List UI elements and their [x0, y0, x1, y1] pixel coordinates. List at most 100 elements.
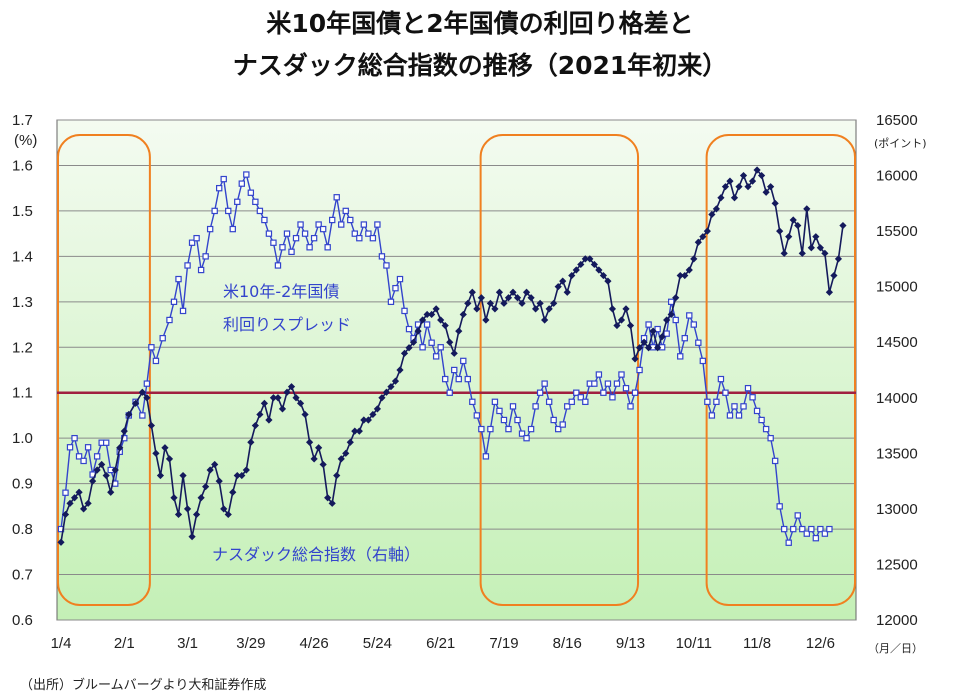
nasdaq-point	[414, 327, 422, 335]
nasdaq-point	[396, 366, 404, 374]
nasdaq-point	[744, 183, 752, 191]
nasdaq-point	[726, 177, 734, 185]
spread-point	[785, 539, 792, 546]
nasdaq-point	[685, 266, 693, 274]
nasdaq-point	[315, 444, 323, 452]
nasdaq-point	[378, 394, 386, 402]
nasdaq-point	[509, 288, 517, 296]
spread-point	[342, 207, 349, 215]
nasdaq-point	[278, 405, 287, 413]
left-tick-label: 1.7	[12, 112, 33, 129]
nasdaq-point	[563, 288, 571, 296]
nasdaq-point	[776, 227, 784, 235]
x-tick-label: 6/21	[426, 635, 455, 652]
spread-point	[600, 389, 607, 396]
nasdaq-point	[712, 205, 720, 213]
nasdaq-point	[708, 210, 716, 219]
spread-point	[238, 180, 245, 187]
nasdaq-point	[590, 260, 598, 269]
nasdaq-point	[613, 321, 621, 330]
nasdaq-point	[735, 183, 743, 191]
nasdaq-point	[739, 171, 748, 180]
right-tick-label: 16000	[876, 168, 918, 185]
spread-point	[609, 394, 616, 401]
spread-point	[554, 425, 562, 433]
nasdaq-point	[306, 438, 314, 446]
spread-point	[622, 384, 630, 392]
spread-point	[102, 439, 110, 446]
spread-point	[405, 325, 413, 333]
spread-point	[591, 380, 598, 387]
spread-point	[780, 525, 788, 533]
spread-point	[663, 330, 670, 337]
spread-point	[559, 421, 566, 428]
spread-point	[667, 298, 675, 306]
spread-point	[631, 389, 639, 396]
spread-point	[365, 230, 372, 237]
nasdaq-point	[730, 194, 739, 202]
nasdaq-point	[211, 460, 219, 469]
spread-point	[744, 384, 752, 392]
spread-point	[627, 403, 634, 410]
nasdaq-point	[794, 221, 802, 230]
nasdaq-point	[631, 355, 639, 363]
nasdaq-point	[382, 388, 391, 396]
spread-point	[573, 389, 580, 396]
nasdaq-point	[559, 277, 567, 285]
spread-point	[749, 394, 756, 401]
nasdaq-point	[120, 427, 128, 435]
spread-point	[442, 375, 449, 383]
spread-point	[568, 398, 575, 406]
nasdaq-point	[116, 444, 124, 452]
nasdaq-point	[500, 299, 508, 307]
spread-point	[432, 353, 440, 360]
spread-point	[188, 239, 196, 246]
spread-point	[396, 275, 404, 283]
nasdaq-point	[400, 349, 409, 357]
nasdaq-point	[93, 466, 101, 474]
spread-point	[383, 262, 390, 269]
spread-point	[523, 434, 530, 442]
nasdaq-point	[206, 466, 214, 474]
nasdaq-point	[672, 294, 680, 302]
spread-point	[496, 407, 503, 415]
nasdaq-point	[369, 410, 377, 419]
nasdaq-point	[342, 449, 350, 457]
spread-point	[491, 398, 499, 406]
nasdaq-point	[125, 410, 133, 419]
nasdaq-point	[635, 344, 644, 352]
nasdaq-point	[391, 377, 400, 385]
spread-point	[464, 375, 472, 383]
spread-point	[243, 171, 250, 178]
spread-point	[356, 234, 363, 242]
spread-series-label-line1: 米10年-2年国債	[223, 282, 339, 301]
nasdaq-point	[495, 288, 504, 296]
nasdaq-point	[183, 505, 192, 513]
nasdaq-point	[251, 421, 259, 430]
nasdaq-point	[283, 388, 291, 396]
nasdaq-point	[767, 183, 775, 191]
nasdaq-point	[522, 288, 531, 296]
spread-point	[532, 403, 539, 410]
spread-point	[505, 425, 512, 433]
nasdaq-point	[748, 177, 757, 185]
nasdaq-point	[825, 288, 833, 296]
spread-point	[518, 430, 526, 437]
spread-point	[713, 398, 720, 406]
right-axis-ticks: 16500 16000 15500 15000 14500 14000 13500 13000…	[876, 112, 918, 629]
spread-point	[62, 489, 69, 496]
nasdaq-point	[256, 410, 264, 419]
nasdaq-point	[301, 410, 309, 419]
spread-point	[509, 403, 517, 410]
spread-point	[803, 530, 811, 537]
nasdaq-point	[220, 505, 228, 513]
spread-point	[799, 525, 806, 533]
nasdaq-point	[816, 244, 824, 252]
nasdaq-point	[830, 271, 838, 280]
nasdaq-point	[319, 460, 327, 469]
x-tick-label: 3/1	[177, 635, 198, 652]
nasdaq-point	[645, 344, 653, 352]
nasdaq-point	[364, 416, 372, 424]
nasdaq-point	[360, 416, 368, 424]
spread-point	[582, 398, 589, 406]
